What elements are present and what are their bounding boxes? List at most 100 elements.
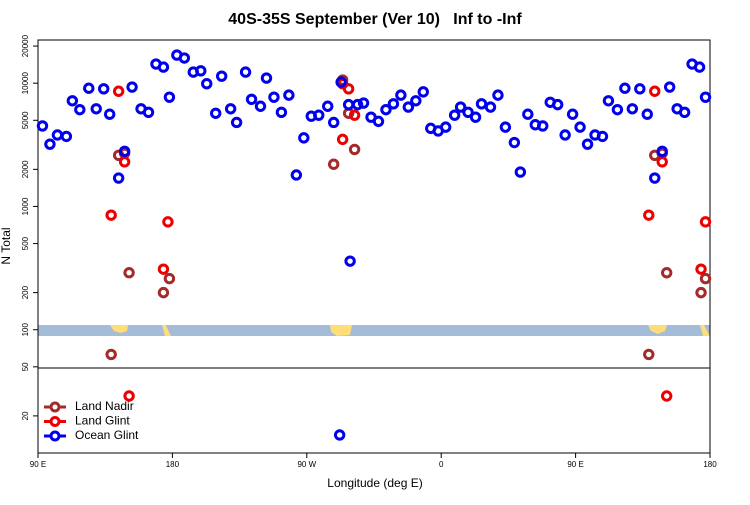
point (44, 138, 56, 150)
point (469, 111, 482, 123)
point (656, 156, 668, 168)
legend-marker (49, 401, 61, 413)
point (342, 98, 355, 111)
point (660, 390, 673, 402)
point (634, 83, 646, 95)
point (51, 129, 64, 141)
point (417, 86, 429, 98)
point (118, 145, 131, 158)
point (157, 286, 170, 299)
point (215, 70, 228, 82)
point (559, 129, 571, 141)
y-axis-label: N Total (0, 227, 13, 264)
point (230, 116, 243, 129)
point (357, 97, 370, 109)
point (327, 158, 340, 170)
point (163, 91, 176, 103)
point (260, 72, 273, 84)
point (574, 121, 586, 133)
point (201, 78, 213, 90)
point (224, 103, 237, 115)
y-tick-label: 500 (21, 236, 30, 250)
point (410, 95, 422, 107)
point (395, 89, 407, 101)
point (643, 348, 655, 361)
point (660, 267, 673, 279)
ocean-band (38, 325, 710, 336)
point (336, 133, 349, 146)
point (454, 101, 467, 113)
point (98, 83, 110, 95)
point (699, 91, 712, 103)
point (178, 52, 191, 64)
point (522, 108, 534, 120)
point (103, 108, 116, 120)
point (693, 61, 706, 73)
point (351, 98, 364, 111)
point (348, 109, 361, 121)
point (611, 103, 624, 116)
x-tick-label: 0 (439, 460, 444, 469)
point (581, 138, 594, 150)
point (118, 156, 131, 168)
y-tick-label: 20000 (21, 34, 30, 57)
point (112, 172, 125, 184)
point (66, 95, 79, 107)
plot-frame (37, 39, 711, 454)
legend-label: Ocean Glint (75, 428, 139, 442)
point (439, 121, 452, 133)
point (333, 429, 346, 441)
point (342, 83, 355, 95)
point (142, 106, 155, 119)
land-strip (38, 325, 710, 336)
point (566, 108, 579, 120)
point (36, 120, 49, 132)
y-tick-label: 2000 (21, 160, 30, 178)
y-tick-label: 100 (21, 323, 30, 337)
point (537, 120, 549, 132)
point (83, 82, 95, 94)
y-tick-label: 200 (21, 285, 30, 299)
point (492, 89, 504, 101)
point (74, 103, 86, 116)
legend-marker (49, 430, 61, 442)
point (551, 98, 564, 111)
x-tick-label: 90 W (297, 460, 316, 469)
land-blob (162, 325, 171, 336)
point (123, 267, 135, 279)
chart-title: 40S-35S September (Ver 10) Inf to -Inf (228, 11, 522, 28)
point (508, 136, 521, 149)
point (162, 216, 174, 228)
land-blob (648, 325, 667, 334)
x-axis-label: Longitude (deg E) (327, 476, 422, 490)
point (195, 65, 207, 77)
point (678, 106, 691, 119)
point (60, 130, 73, 143)
point (327, 116, 340, 129)
y-tick-label: 20 (21, 411, 30, 420)
point (643, 209, 655, 221)
point (254, 100, 267, 112)
point (123, 390, 135, 402)
y-tick-label: 10000 (21, 72, 30, 95)
point (163, 272, 176, 285)
point (372, 115, 385, 128)
x-tick-label: 180 (703, 460, 717, 469)
point (90, 103, 102, 115)
point (126, 81, 138, 93)
point (239, 66, 252, 78)
point (157, 263, 170, 275)
land-blob (110, 325, 128, 333)
point (448, 109, 461, 121)
land-blob (700, 325, 710, 336)
y-tick-label: 1000 (21, 197, 30, 215)
point (699, 216, 712, 228)
point (695, 263, 707, 275)
point (475, 98, 488, 110)
point (649, 172, 661, 184)
point (484, 101, 497, 113)
point (402, 101, 415, 113)
point (641, 108, 653, 120)
point (596, 130, 609, 143)
